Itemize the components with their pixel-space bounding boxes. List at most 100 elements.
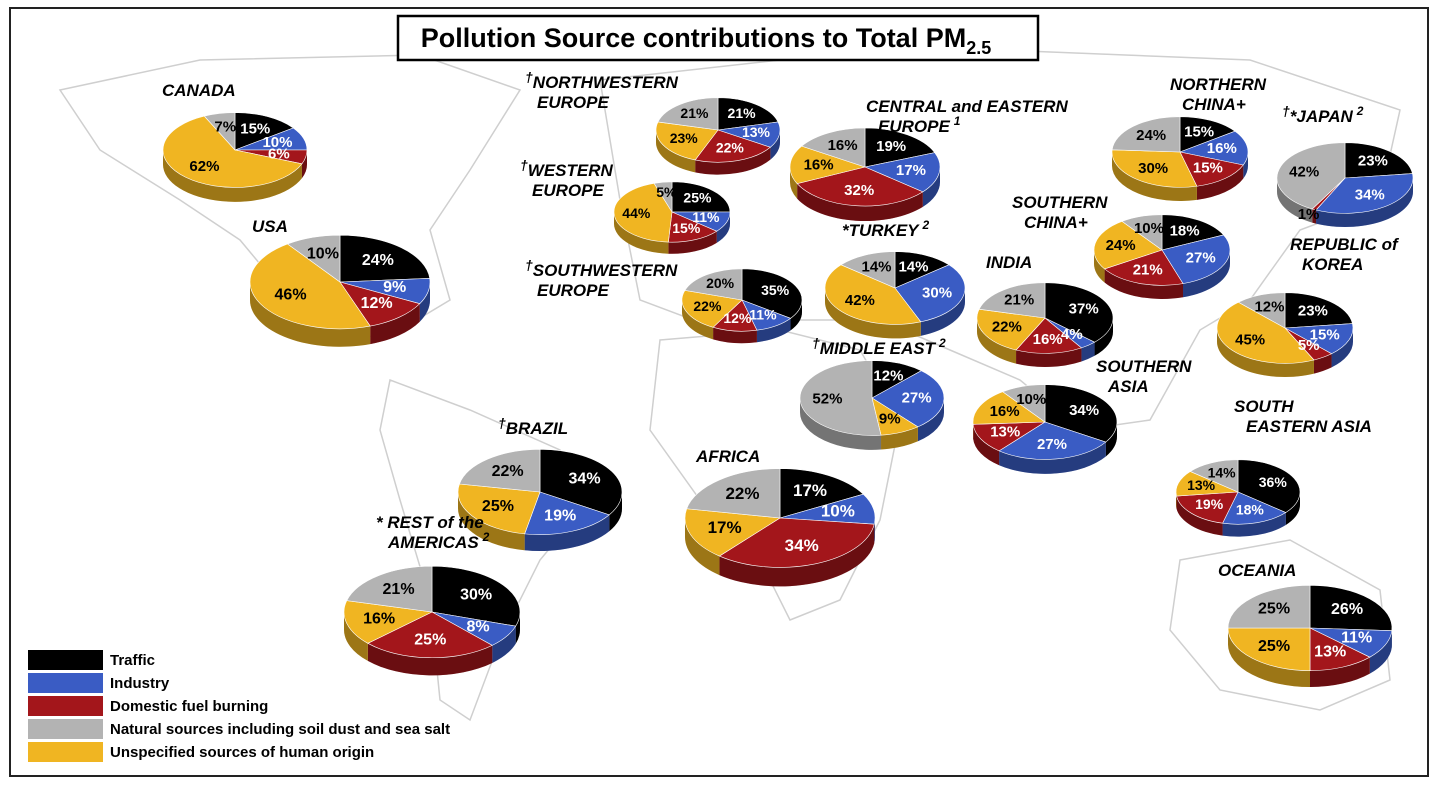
- region-mark: †: [525, 257, 533, 273]
- data-label: 21%: [383, 581, 415, 598]
- region-name-line: BRAZIL: [506, 419, 568, 438]
- data-label: 62%: [189, 158, 219, 175]
- region-name-line: EUROPE: [537, 93, 609, 112]
- region-pie: 36%18%19%13%14%: [1176, 460, 1300, 537]
- data-label: 34%: [1355, 187, 1385, 204]
- data-label: 10%: [1016, 391, 1046, 408]
- region-name-line: USA: [252, 217, 288, 236]
- region-pie: 15%16%15%30%24%: [1112, 117, 1248, 201]
- data-label: 8%: [467, 618, 490, 635]
- title-main: Pollution Source contributions to Total …: [421, 23, 966, 53]
- data-label: 30%: [460, 587, 492, 604]
- data-label: 13%: [990, 424, 1020, 441]
- region-pie: 21%13%22%23%21%: [656, 98, 780, 175]
- data-label: 15%: [1193, 159, 1223, 176]
- data-label: 17%: [708, 518, 742, 537]
- data-label: 23%: [670, 130, 699, 146]
- data-label: 10%: [821, 502, 855, 521]
- region-note: 2: [938, 336, 946, 350]
- data-label: 9%: [879, 410, 901, 427]
- region-name: OCEANIA: [1218, 561, 1296, 580]
- data-label: 9%: [383, 279, 406, 296]
- region-name-line: SOUTHERN: [1096, 357, 1192, 376]
- data-label: 18%: [1170, 222, 1200, 239]
- data-label: 14%: [898, 259, 928, 276]
- title-subscript: 2.5: [966, 38, 991, 58]
- data-label: 30%: [1138, 160, 1168, 177]
- legend-swatch: [28, 650, 103, 670]
- region-name-line: *JAPAN: [1290, 107, 1354, 126]
- legend-swatch: [28, 673, 103, 693]
- data-label: 21%: [1133, 262, 1163, 279]
- region-pie: 23%15%5%45%12%: [1217, 293, 1353, 377]
- data-label: 7%: [214, 118, 236, 135]
- legend-label: Industry: [110, 675, 170, 692]
- data-label: 11%: [749, 307, 777, 323]
- legend-swatch: [28, 742, 103, 762]
- region-name-line: EASTERN ASIA: [1246, 417, 1372, 436]
- data-label: 19%: [544, 507, 576, 524]
- data-label: 23%: [1298, 303, 1328, 320]
- data-label: 17%: [896, 162, 926, 179]
- region-name: †BRAZIL: [498, 415, 568, 438]
- data-label: 5%: [656, 184, 677, 200]
- region-pie: 37%4%16%22%21%: [977, 283, 1113, 367]
- region-name-line: AMERICAS: [387, 533, 479, 552]
- region-pie: 18% 27% 21% 24%10%: [1094, 215, 1230, 299]
- region-note: 2: [1356, 104, 1364, 118]
- data-label: 27%: [1186, 250, 1216, 267]
- data-label: 12%: [723, 310, 752, 326]
- region-mark: †: [812, 335, 820, 351]
- region-note: 1: [954, 114, 961, 128]
- data-label: 36%: [1259, 474, 1288, 490]
- data-label: 10%: [307, 246, 339, 263]
- region-name-line: NORTHWESTERN: [533, 73, 679, 92]
- region-pie: 34%27%13%16%10%: [973, 385, 1117, 474]
- legend-label: Unspecified sources of human origin: [110, 744, 374, 761]
- region-name-line: NORTHERN: [1170, 75, 1267, 94]
- region-pie: 25%11%15%44%5%: [614, 182, 730, 254]
- data-label: 42%: [845, 292, 875, 309]
- data-label: 10%: [1134, 220, 1164, 237]
- region-pie: 24%9%12%46%10%: [250, 235, 430, 347]
- region-name-line: CENTRAL and EASTERN: [866, 97, 1069, 116]
- data-label: 35%: [761, 282, 790, 298]
- region-name-line: KOREA: [1302, 255, 1363, 274]
- region-name-line: MIDDLE EAST: [820, 339, 937, 358]
- data-label: 16%: [804, 156, 834, 173]
- data-label: 46%: [275, 287, 307, 304]
- data-label: 4%: [1061, 326, 1083, 343]
- data-label: 5%: [1298, 337, 1320, 354]
- region-name-line: SOUTHWESTERN: [533, 261, 678, 280]
- data-label: 24%: [362, 252, 394, 269]
- data-label: 22%: [992, 318, 1022, 335]
- chart-title: Pollution Source contributions to Total …: [421, 23, 992, 58]
- data-label: 18%: [1236, 502, 1265, 518]
- data-label: 12%: [1254, 299, 1284, 316]
- data-label: 52%: [812, 390, 842, 407]
- region-pie: 15%10%6%62%7%: [163, 113, 307, 202]
- region-note: 2: [922, 218, 930, 232]
- data-label: 12%: [873, 367, 903, 384]
- data-label: 19%: [876, 138, 906, 155]
- data-label: 16%: [990, 403, 1020, 420]
- data-label: 21%: [680, 105, 709, 121]
- data-label: 21%: [728, 105, 757, 121]
- region-name-line: CANADA: [162, 81, 236, 100]
- region-name-line: SOUTHERN: [1012, 193, 1108, 212]
- data-label: 14%: [1208, 465, 1237, 481]
- region-pie: 35%11%12%22%20%: [682, 269, 802, 343]
- data-label: 13%: [1314, 643, 1346, 660]
- data-label: 37%: [1069, 300, 1099, 317]
- data-label: 45%: [1235, 331, 1265, 348]
- region-name: INDIA: [986, 253, 1032, 272]
- region-pie: 14%30%42%14%: [825, 252, 965, 339]
- region-name: AFRICA: [695, 447, 760, 466]
- data-label: 22%: [693, 298, 722, 314]
- data-label: 24%: [1106, 237, 1136, 254]
- data-label: 15%: [1184, 123, 1214, 140]
